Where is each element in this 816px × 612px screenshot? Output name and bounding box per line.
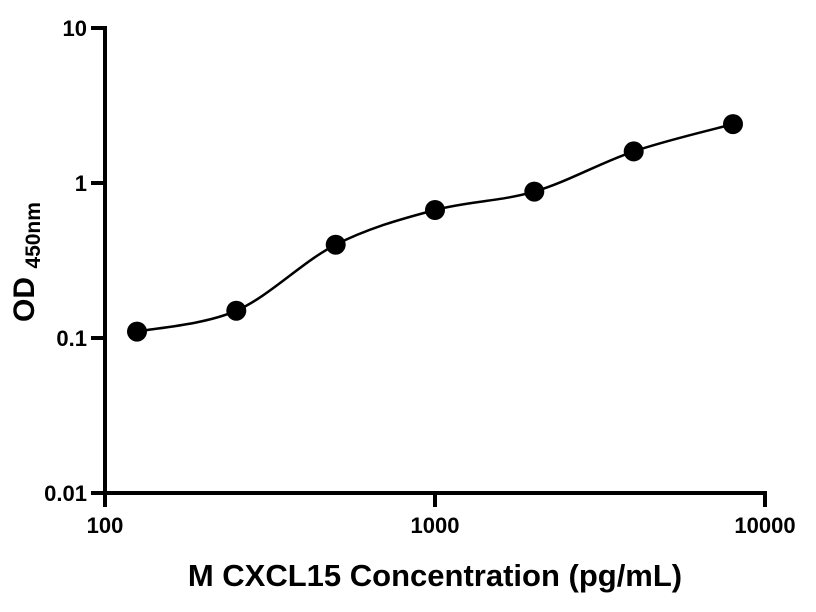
y-tick-label: 10 xyxy=(63,16,87,41)
x-axis-title: M CXCL15 Concentration (pg/mL) xyxy=(188,558,682,593)
axis-lines xyxy=(103,26,767,495)
x-tick-label: 100 xyxy=(87,513,124,538)
data-point xyxy=(325,234,346,255)
y-tick-label: 0.1 xyxy=(56,326,87,351)
y-tick-label: 1 xyxy=(75,171,87,196)
axes: 100 1000 10000 0.01 0.1 1 10 xyxy=(44,16,795,538)
x-tick-label: 1000 xyxy=(411,513,460,538)
data-point xyxy=(524,181,545,202)
y-axis-title: OD 450nm xyxy=(8,202,45,322)
y-axis-title-subscript: 450nm xyxy=(22,202,45,269)
data-point xyxy=(623,141,644,162)
y-axis-title-main: OD xyxy=(8,277,41,322)
plot-series xyxy=(127,114,743,342)
data-point xyxy=(723,114,743,135)
data-point xyxy=(226,300,247,321)
y-tick-label: 0.01 xyxy=(44,481,87,506)
data-point xyxy=(127,321,147,342)
x-tick-label: 10000 xyxy=(734,513,795,538)
fit-curve xyxy=(136,122,734,333)
data-point xyxy=(425,200,445,220)
